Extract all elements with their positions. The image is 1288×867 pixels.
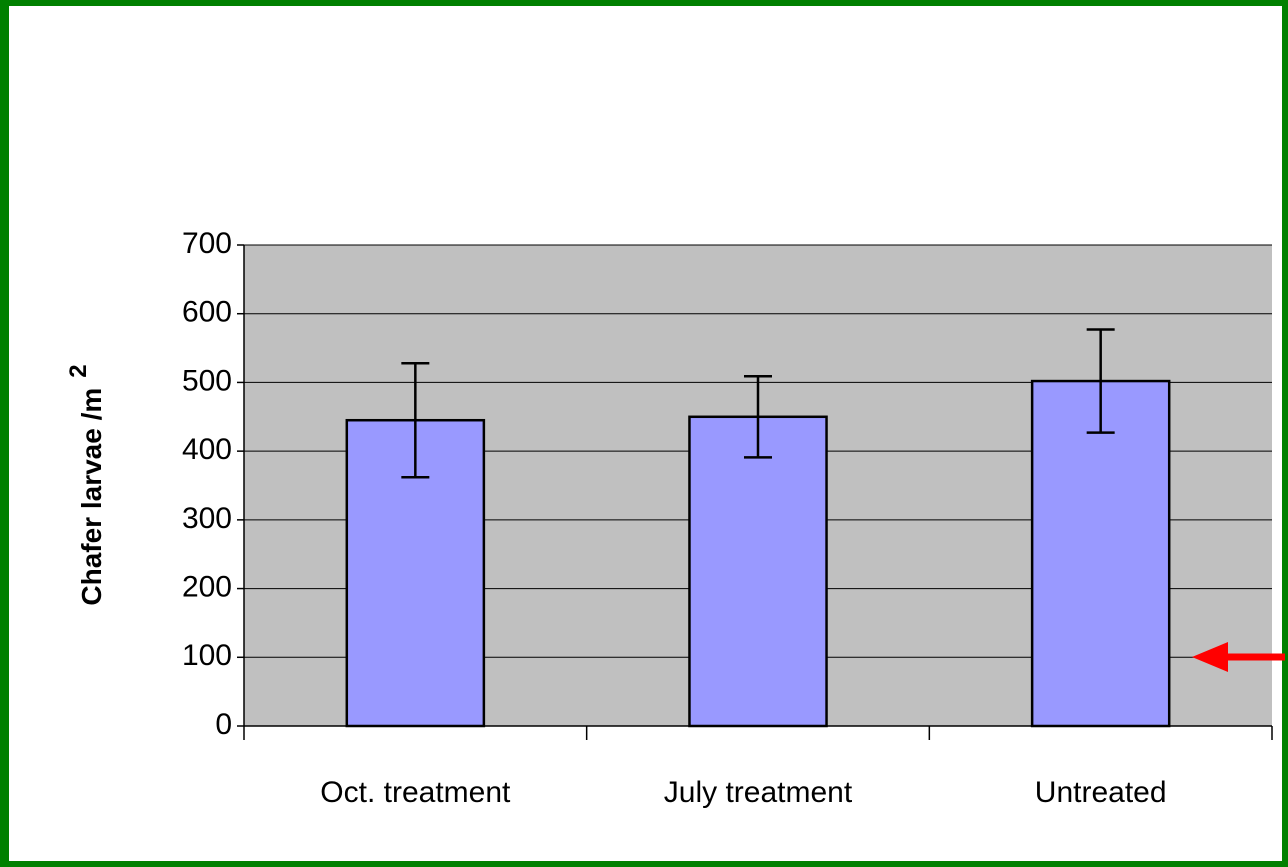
error-bar xyxy=(744,374,772,459)
x-tick-label: Untreated xyxy=(1035,776,1167,809)
error-bar xyxy=(401,361,430,479)
marks xyxy=(244,244,1272,728)
y-tick-label: 0 xyxy=(215,708,232,741)
y-tick-label: 200 xyxy=(182,570,232,603)
y-tick-label: 600 xyxy=(182,296,232,329)
y-tick-label: 300 xyxy=(182,502,232,535)
y-tick-label: 500 xyxy=(182,364,232,397)
y-tick-label: 100 xyxy=(182,639,232,672)
x-tick-label: Oct. treatment xyxy=(320,776,511,809)
y-tick-label: 400 xyxy=(182,433,232,466)
y-axis-title: Chafer larvae /m 2 xyxy=(65,364,107,605)
y-tick-label: 700 xyxy=(182,227,232,260)
bar xyxy=(688,415,828,728)
y-axis-title-main: Chafer larvae /m xyxy=(76,388,107,606)
error-bar xyxy=(1086,328,1115,434)
x-tick-label: July treatment xyxy=(664,776,853,809)
y-axis-title-superscript: 2 xyxy=(65,364,92,377)
bar xyxy=(1030,379,1171,728)
arrow-head xyxy=(1192,642,1228,672)
